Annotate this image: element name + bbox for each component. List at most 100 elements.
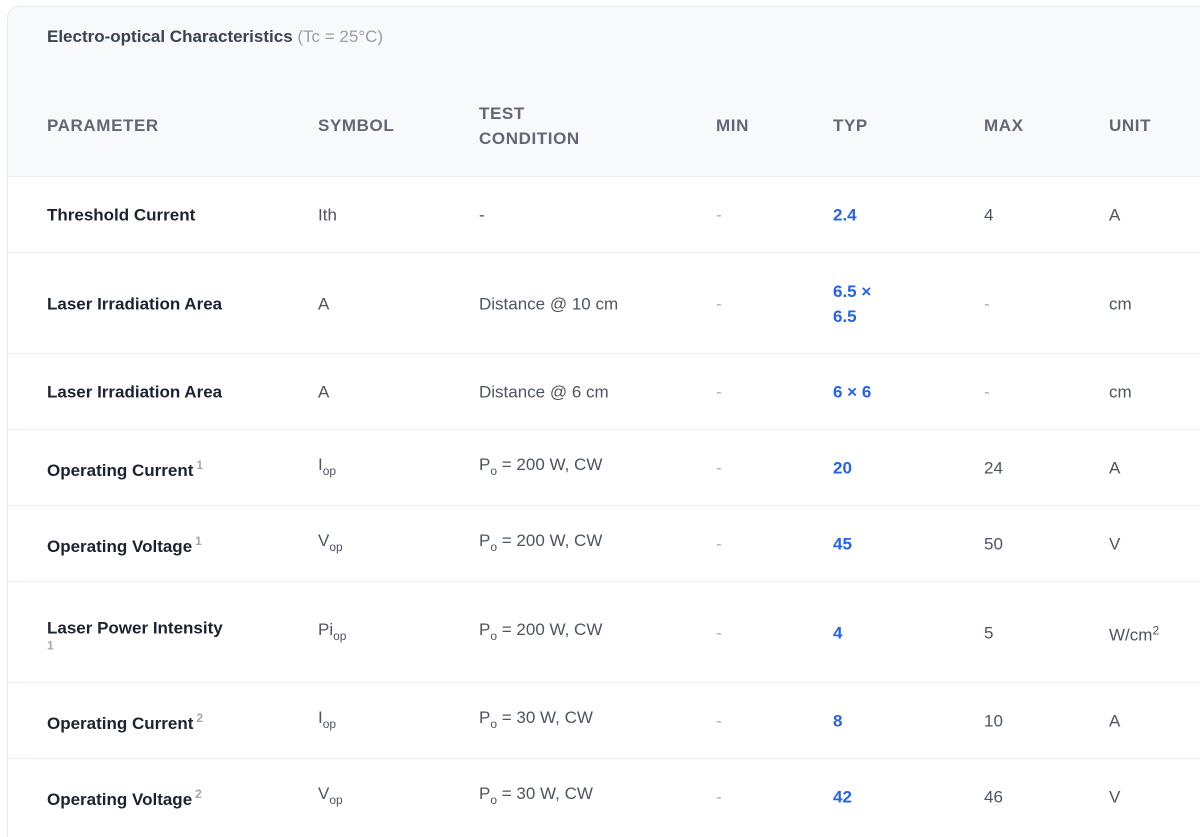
- parameter-label: Operating Current: [47, 714, 194, 733]
- condition-rest: = 30 W, CW: [497, 708, 593, 727]
- condition-subscript: o: [490, 793, 498, 807]
- table-row: Threshold Current Ith - - 2.4 4 A: [8, 176, 1200, 253]
- unit-cell: V: [1109, 785, 1120, 810]
- unit-text: V: [1109, 787, 1121, 807]
- symbol-text: I: [318, 708, 323, 727]
- typ-cell: 4: [833, 620, 842, 645]
- typ-cell: 42: [833, 785, 852, 810]
- parameter-label: Laser Irradiation Area: [47, 294, 223, 313]
- min-cell: -: [716, 709, 722, 734]
- min-value: -: [716, 294, 722, 313]
- min-value: -: [716, 458, 722, 478]
- typ-value: 45: [833, 534, 852, 554]
- max-cell: 46: [984, 785, 1003, 810]
- symbol-text: V: [318, 784, 330, 803]
- characteristics-card: Electro-optical Characteristics (Tc = 25…: [7, 6, 1200, 837]
- symbol-cell: Vop: [318, 528, 343, 560]
- condition-text: Distance @ 10 cm: [479, 294, 619, 313]
- unit-text: V: [1109, 534, 1121, 554]
- symbol-cell: Vop: [318, 781, 343, 813]
- table-row: Laser Irradiation Area A Distance @ 6 cm - 6…: [8, 353, 1200, 430]
- min-cell: -: [716, 456, 722, 481]
- header-symbol: SYMBOL: [318, 116, 395, 135]
- table-row: Operating Voltage 2 Vop Po = 30 W, CW - 42 46 V: [8, 758, 1200, 835]
- condition-cell: Po = 200 W, CW: [479, 528, 602, 560]
- condition-text: P: [479, 708, 491, 727]
- symbol-text: I: [318, 455, 323, 474]
- unit-text: A: [1109, 205, 1121, 225]
- condition-text: Distance @ 6 cm: [479, 382, 609, 402]
- header-unit: UNIT: [1109, 116, 1152, 135]
- parameter-label: Operating Voltage: [47, 790, 193, 809]
- condition-text: -: [479, 205, 485, 225]
- condition-cell: Po = 30 W, CW: [479, 781, 593, 813]
- header-min: MIN: [716, 116, 749, 135]
- section-condition: (Tc = 25°C): [297, 27, 384, 46]
- condition-cell: Distance @ 6 cm: [479, 380, 609, 405]
- max-cell: 5: [984, 620, 993, 645]
- symbol-cell: A: [318, 291, 329, 316]
- table-header: PARAMETER SYMBOL TEST CONDITION MIN TYP …: [8, 87, 1200, 163]
- parameter-cell: Threshold Current: [47, 203, 195, 228]
- symbol-cell: Iop: [318, 452, 336, 484]
- typ-cell: 6.5 × 6.5: [833, 279, 893, 329]
- parameter-cell: Operating Current 2: [47, 706, 203, 736]
- max-value: -: [984, 382, 990, 402]
- typ-value: 42: [833, 787, 852, 807]
- max-value: 24: [984, 458, 1003, 478]
- typ-cell: 2.4: [833, 203, 857, 228]
- min-cell: -: [716, 291, 722, 316]
- condition-subscript: o: [490, 628, 498, 643]
- table-row: Operating Current 1 Iop Po = 200 W, CW - 20 24…: [8, 429, 1200, 506]
- min-cell: -: [716, 620, 722, 645]
- parameter-label: Laser Power Intensity: [47, 618, 223, 637]
- max-value: 5: [984, 623, 994, 642]
- condition-cell: -: [479, 203, 485, 228]
- symbol-text: A: [318, 382, 330, 402]
- max-value: 46: [984, 787, 1003, 807]
- condition-cell: Po = 200 W, CW: [479, 452, 602, 484]
- table-row: Laser Power Intensity 1 Piop Po = 200 W, CW…: [8, 581, 1200, 683]
- typ-value: 4: [833, 623, 843, 642]
- parameter-cell: Laser Power Intensity 1: [47, 615, 223, 652]
- parameter-cell: Operating Current 1: [47, 453, 203, 483]
- typ-value: 6.5 × 6.5: [833, 281, 872, 326]
- condition-rest: = 200 W, CW: [497, 619, 603, 639]
- unit-cell: A: [1109, 456, 1120, 481]
- typ-cell: 45: [833, 532, 852, 557]
- header-test-condition: TEST CONDITION: [479, 104, 580, 148]
- unit-cell: cm: [1109, 380, 1132, 405]
- symbol-cell: Piop: [318, 617, 346, 649]
- min-value: -: [716, 711, 722, 731]
- max-cell: 4: [984, 203, 993, 228]
- footnote-marker: 1: [47, 638, 54, 652]
- parameter-cell: Operating Voltage 2: [47, 782, 202, 812]
- unit-text: cm: [1109, 382, 1132, 402]
- parameter-cell: Laser Irradiation Area: [47, 291, 222, 316]
- min-value: -: [716, 534, 722, 554]
- condition-text: P: [479, 619, 491, 639]
- min-value: -: [716, 205, 722, 225]
- parameter-label: Operating Voltage: [47, 537, 193, 556]
- unit-cell: A: [1109, 709, 1120, 734]
- symbol-text: Ith: [318, 205, 337, 225]
- unit-text: A: [1109, 458, 1121, 478]
- condition-cell: Distance @ 10 cm: [479, 291, 618, 316]
- min-value: -: [716, 787, 722, 807]
- min-cell: -: [716, 203, 722, 228]
- footnote-marker: 1: [195, 534, 202, 548]
- symbol-subscript: op: [322, 717, 337, 731]
- unit-text: W/cm: [1109, 625, 1153, 644]
- header-parameter: PARAMETER: [47, 116, 159, 135]
- condition-text: P: [479, 784, 491, 803]
- symbol-cell: A: [318, 380, 329, 405]
- min-cell: -: [716, 380, 722, 405]
- condition-rest: = 200 W, CW: [497, 455, 603, 474]
- typ-value: 6 × 6: [833, 382, 872, 402]
- symbol-text: A: [318, 294, 330, 313]
- max-cell: 50: [984, 532, 1003, 557]
- typ-value: 8: [833, 711, 843, 731]
- parameter-label: Threshold Current: [47, 205, 196, 225]
- condition-subscript: o: [490, 464, 498, 478]
- unit-text: cm: [1109, 294, 1132, 313]
